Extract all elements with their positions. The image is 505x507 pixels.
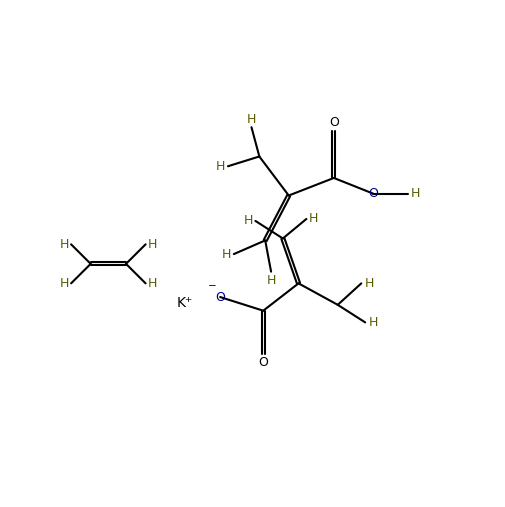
Text: O: O <box>328 116 338 129</box>
Text: H: H <box>59 277 69 290</box>
Text: H: H <box>266 274 275 287</box>
Text: H: H <box>368 316 377 329</box>
Text: H: H <box>308 212 318 226</box>
Text: O: O <box>258 356 268 369</box>
Text: H: H <box>147 238 157 251</box>
Text: H: H <box>222 247 231 261</box>
Text: H: H <box>364 277 373 290</box>
Text: H: H <box>246 113 256 126</box>
Text: K⁺: K⁺ <box>176 296 192 310</box>
Text: O: O <box>215 291 225 304</box>
Text: −: − <box>208 281 216 291</box>
Text: H: H <box>216 160 225 173</box>
Text: H: H <box>59 238 69 251</box>
Text: H: H <box>147 277 157 290</box>
Text: O: O <box>367 187 377 200</box>
Text: H: H <box>410 187 419 200</box>
Text: H: H <box>243 214 252 228</box>
